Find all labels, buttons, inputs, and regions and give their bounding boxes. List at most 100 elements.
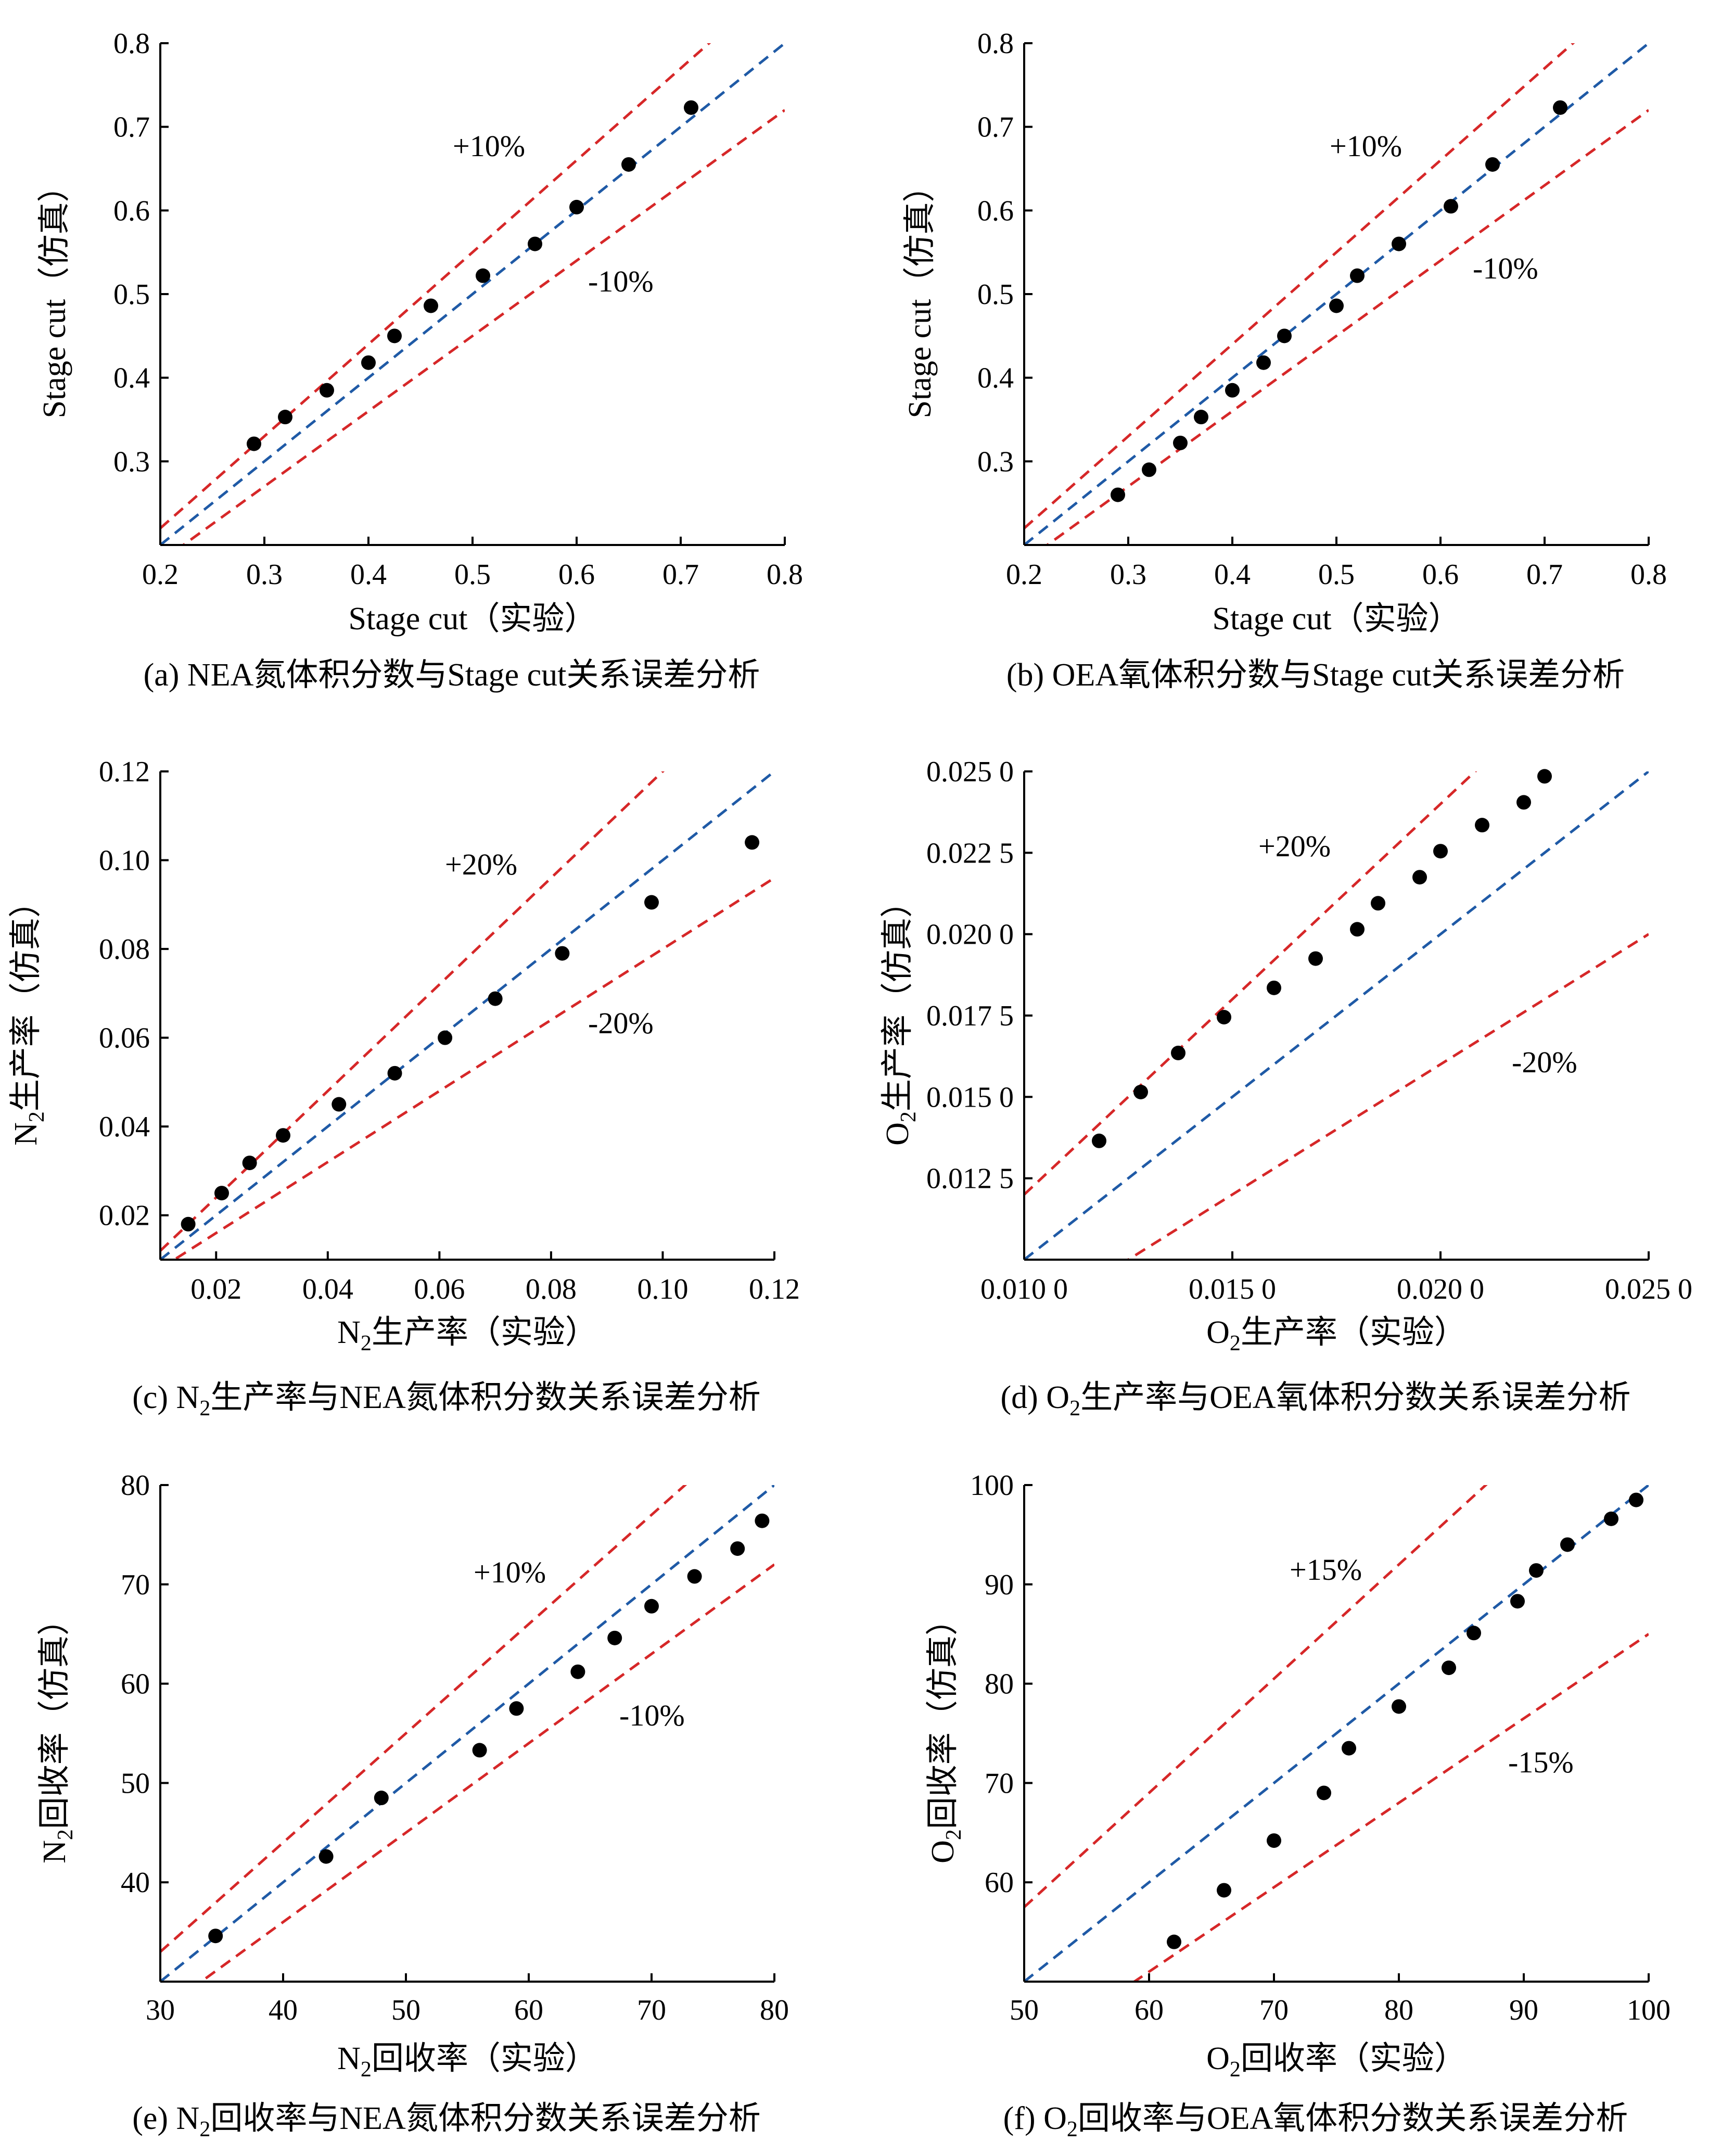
data-point (424, 298, 438, 313)
data-point (1171, 1045, 1185, 1060)
data-point (607, 1630, 622, 1645)
data-point (1167, 1934, 1181, 1949)
data-point (1537, 769, 1552, 784)
data-point (1194, 410, 1208, 425)
x-tick-label: 0.06 (414, 1273, 465, 1305)
panel-f: 50 60 70 80 90 100 60 70 80 90 100 O2回收率（实验） O2回收率（仿… (925, 1469, 1671, 2141)
panel-b: 0.2 0.3 0.4 0.5 0.6 0.7 0.8 0.3 0.4 0.5 0.6 0.7 0.8 S… (902, 28, 1667, 693)
x-tick-label: 80 (760, 1994, 789, 2026)
y-tick-label: 0.022 5 (926, 837, 1014, 869)
panel-caption: (b) OEA氧体积分数与Stage cut关系误差分析 (1006, 657, 1625, 693)
y-tick-label: 0.5 (113, 278, 150, 311)
lower-band-label: -10% (1473, 251, 1538, 285)
data-point (1560, 1537, 1575, 1552)
data-point (208, 1929, 223, 1944)
data-point (1111, 487, 1125, 502)
data-point (1308, 951, 1323, 966)
data-point (1510, 1594, 1525, 1609)
y-axis-title: N2生产率（仿真） (8, 885, 49, 1146)
data-point (1629, 1492, 1643, 1507)
x-tick-label: 0.010 0 (980, 1273, 1068, 1305)
data-point (528, 236, 542, 251)
y-tick-label: 70 (121, 1569, 150, 1601)
lower-band-label: -20% (1512, 1045, 1577, 1079)
data-point (1225, 383, 1240, 398)
data-point (621, 157, 636, 172)
panel-c: 0.02 0.04 0.06 0.08 0.10 0.12 0.02 0.04 0.06 0.08… (8, 756, 800, 1421)
lower-error-line (1126, 933, 1649, 1260)
x-tick-label: 50 (391, 1994, 420, 2026)
y-tick-label: 50 (121, 1767, 150, 1799)
ideal-line (1024, 43, 1649, 545)
upper-error-line (1024, 43, 1575, 529)
y-tick-label: 60 (121, 1668, 150, 1701)
y-tick-label: 0.3 (977, 446, 1014, 478)
data-point (1329, 298, 1344, 313)
x-tick-label: 40 (269, 1994, 298, 2026)
y-tick-label: 0.7 (113, 111, 150, 144)
y-tick-label: 0.04 (99, 1111, 150, 1143)
x-tick-label: 0.025 0 (1605, 1273, 1692, 1305)
x-axis-title: O2回收率（实验） (1206, 2041, 1467, 2082)
data-point (1217, 1883, 1231, 1898)
x-tick-label: 60 (514, 1994, 543, 2026)
ideal-line (160, 43, 785, 545)
data-point (1442, 1660, 1456, 1676)
data-point (438, 1030, 453, 1045)
x-tick-label: 0.5 (1318, 559, 1355, 591)
upper-error-line (160, 771, 665, 1252)
y-tick-label: 0.3 (113, 446, 150, 478)
data-point (1392, 1699, 1406, 1714)
data-point (247, 436, 261, 451)
data-point (1342, 1741, 1356, 1756)
x-tick-label: 0.3 (246, 559, 283, 591)
upper-band-label: +15% (1290, 1553, 1362, 1587)
data-point (1516, 795, 1531, 810)
upper-band-label: +20% (445, 847, 517, 881)
data-point (569, 199, 584, 214)
y-tick-label: 100 (970, 1469, 1014, 1502)
data-point (476, 268, 490, 283)
lower-band-label: -10% (619, 1698, 685, 1732)
panel-caption: (f) O2回收率与OEA氧体积分数关系误差分析 (1003, 2101, 1628, 2141)
data-point (1371, 896, 1385, 911)
data-point (1467, 1626, 1481, 1641)
lower-band-label: -15% (1508, 1745, 1574, 1779)
data-point (318, 1849, 334, 1864)
x-tick-label: 0.12 (749, 1273, 800, 1305)
lower-error-line (1132, 1633, 1649, 1982)
upper-band-label: +10% (453, 129, 525, 163)
lower-error-line (172, 877, 774, 1260)
y-tick-label: 0.08 (99, 933, 150, 966)
x-tick-label: 0.4 (1214, 559, 1251, 591)
data-point (214, 1186, 229, 1201)
x-tick-label: 0.2 (142, 559, 179, 591)
data-point (1256, 355, 1271, 370)
x-tick-label: 0.2 (1006, 559, 1042, 591)
y-tick-label: 0.06 (99, 1022, 150, 1055)
x-tick-label: 0.6 (558, 559, 595, 591)
x-tick-label: 70 (1259, 1994, 1289, 2026)
data-point (1392, 236, 1406, 251)
data-point (1433, 844, 1448, 859)
x-tick-label: 30 (146, 1994, 175, 2026)
data-point (1133, 1084, 1148, 1099)
x-tick-label: 0.8 (1630, 559, 1667, 591)
y-tick-label: 0.6 (113, 195, 150, 227)
lower-band-label: -20% (588, 1006, 654, 1040)
x-tick-label: 0.10 (637, 1273, 688, 1305)
data-point (1267, 1833, 1281, 1848)
x-tick-label: 0.7 (662, 559, 699, 591)
y-tick-label: 0.4 (113, 362, 150, 395)
ideal-line (1024, 771, 1649, 1260)
upper-band-label: +10% (1330, 129, 1402, 163)
data-point (1350, 268, 1365, 283)
data-point (644, 895, 659, 910)
reference-lines (160, 771, 774, 1260)
data-point (687, 1569, 702, 1584)
reference-lines (1024, 771, 1649, 1260)
data-point (1092, 1133, 1106, 1148)
lower-error-line (1045, 109, 1649, 545)
data-point (1444, 199, 1458, 214)
upper-band-label: +10% (474, 1555, 546, 1589)
